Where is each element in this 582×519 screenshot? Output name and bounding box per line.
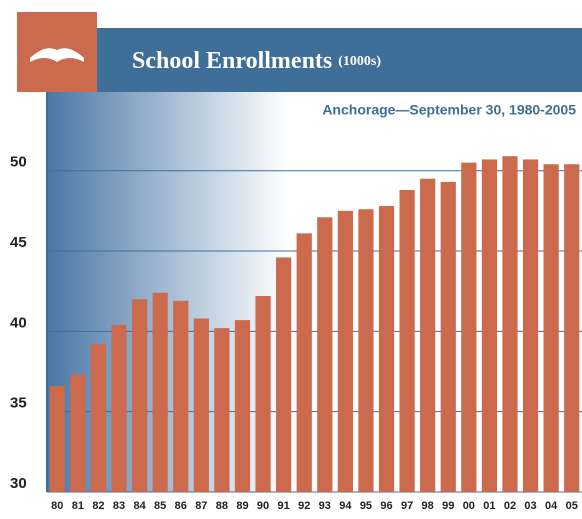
- chart-subtitle: Anchorage—September 30, 1980-2005: [322, 102, 576, 118]
- x-tick-label: 94: [339, 500, 352, 512]
- bar: [193, 318, 209, 492]
- bar: [276, 257, 292, 492]
- y-tick-label: 30: [10, 475, 27, 492]
- bar: [317, 217, 333, 492]
- book-icon: [30, 48, 84, 62]
- x-tick-label: 01: [483, 500, 495, 512]
- x-tick-label: 89: [236, 500, 248, 512]
- bar: [296, 233, 312, 492]
- x-tick-label: 81: [72, 500, 84, 512]
- x-tick-label: 87: [195, 500, 207, 512]
- x-tick-label: 88: [216, 500, 228, 512]
- x-tick-label: 02: [504, 500, 516, 512]
- bar: [173, 300, 189, 492]
- bar: [152, 292, 168, 492]
- x-tick-label: 98: [422, 500, 434, 512]
- x-tick-label: 91: [278, 500, 290, 512]
- x-tick-label: 83: [113, 500, 125, 512]
- title-banner: [97, 28, 582, 92]
- y-tick-label: 40: [10, 314, 27, 331]
- bar: [399, 189, 415, 492]
- bar: [543, 164, 559, 492]
- bar: [481, 159, 498, 492]
- x-tick-label: 05: [566, 500, 578, 512]
- x-tick-label: 96: [380, 500, 392, 512]
- x-tick-label: 82: [92, 500, 104, 512]
- bar: [522, 159, 539, 492]
- bar: [49, 385, 65, 492]
- bar: [131, 299, 148, 492]
- x-tick-label: 03: [524, 500, 536, 512]
- x-tick-label: 86: [175, 500, 187, 512]
- bar: [502, 156, 518, 493]
- x-tick-label: 84: [133, 500, 146, 512]
- bar: [337, 210, 353, 492]
- x-tick-label: 80: [51, 500, 63, 512]
- y-tick-label: 35: [10, 395, 27, 412]
- plot-background: [47, 92, 582, 492]
- title-unit: (1000s): [338, 54, 381, 69]
- bar: [234, 320, 251, 492]
- bar: [564, 164, 580, 492]
- bar: [461, 162, 477, 492]
- bar: [358, 209, 374, 492]
- y-tick-label: 45: [10, 234, 27, 251]
- x-tick-label: 99: [442, 500, 454, 512]
- x-tick-label: 90: [257, 500, 269, 512]
- title-text: School Enrollments: [132, 48, 332, 74]
- bar: [214, 328, 230, 492]
- bar: [70, 374, 86, 492]
- x-tick-label: 00: [463, 500, 475, 512]
- x-tick-label: 92: [298, 500, 310, 512]
- x-tick-label: 04: [545, 500, 558, 512]
- x-tick-label: 95: [360, 500, 372, 512]
- bar: [378, 206, 395, 493]
- bar: [440, 181, 456, 492]
- chart-title: School Enrollments (1000s): [132, 48, 381, 74]
- bar: [90, 344, 107, 492]
- bar: [255, 296, 271, 492]
- x-tick-label: 85: [154, 500, 166, 512]
- bar: [111, 324, 127, 492]
- x-tick-label: 97: [401, 500, 413, 512]
- bar: [420, 178, 436, 492]
- x-tick-label: 93: [319, 500, 331, 512]
- y-tick-label: 50: [10, 154, 27, 171]
